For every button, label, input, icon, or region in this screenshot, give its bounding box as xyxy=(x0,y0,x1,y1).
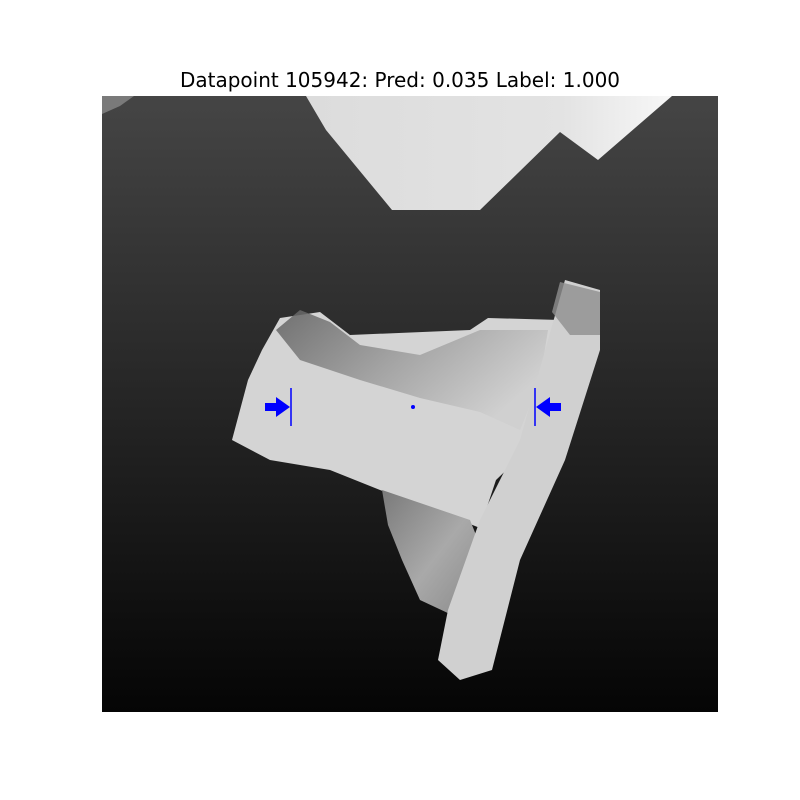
diagonal-bar xyxy=(438,280,600,680)
top-object xyxy=(306,96,672,210)
plot-title: Datapoint 105942: Pred: 0.035 Label: 1.0… xyxy=(179,68,621,92)
lower-wedge xyxy=(382,490,478,615)
diagonal-bar-top xyxy=(552,282,600,335)
left-arrow-marker xyxy=(265,388,292,426)
corner-patch xyxy=(102,96,134,114)
slab-shadow-top xyxy=(276,310,548,430)
right-arrow-marker xyxy=(534,388,561,426)
center-point xyxy=(411,405,415,409)
